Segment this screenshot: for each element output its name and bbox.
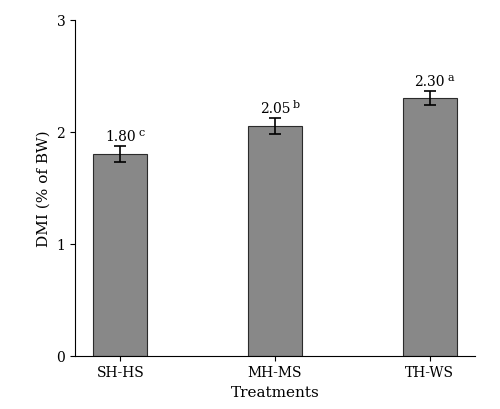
Text: 2.30: 2.30 bbox=[414, 75, 445, 89]
Bar bbox=[93, 155, 148, 356]
X-axis label: Treatments: Treatments bbox=[230, 385, 320, 399]
Bar bbox=[248, 127, 302, 356]
Text: b: b bbox=[293, 99, 300, 109]
Text: a: a bbox=[448, 72, 454, 83]
Y-axis label: DMI (% of BW): DMI (% of BW) bbox=[37, 130, 51, 246]
Text: c: c bbox=[138, 127, 144, 137]
Text: 1.80: 1.80 bbox=[105, 130, 136, 144]
Text: 2.05: 2.05 bbox=[260, 101, 290, 115]
Bar bbox=[402, 99, 457, 356]
